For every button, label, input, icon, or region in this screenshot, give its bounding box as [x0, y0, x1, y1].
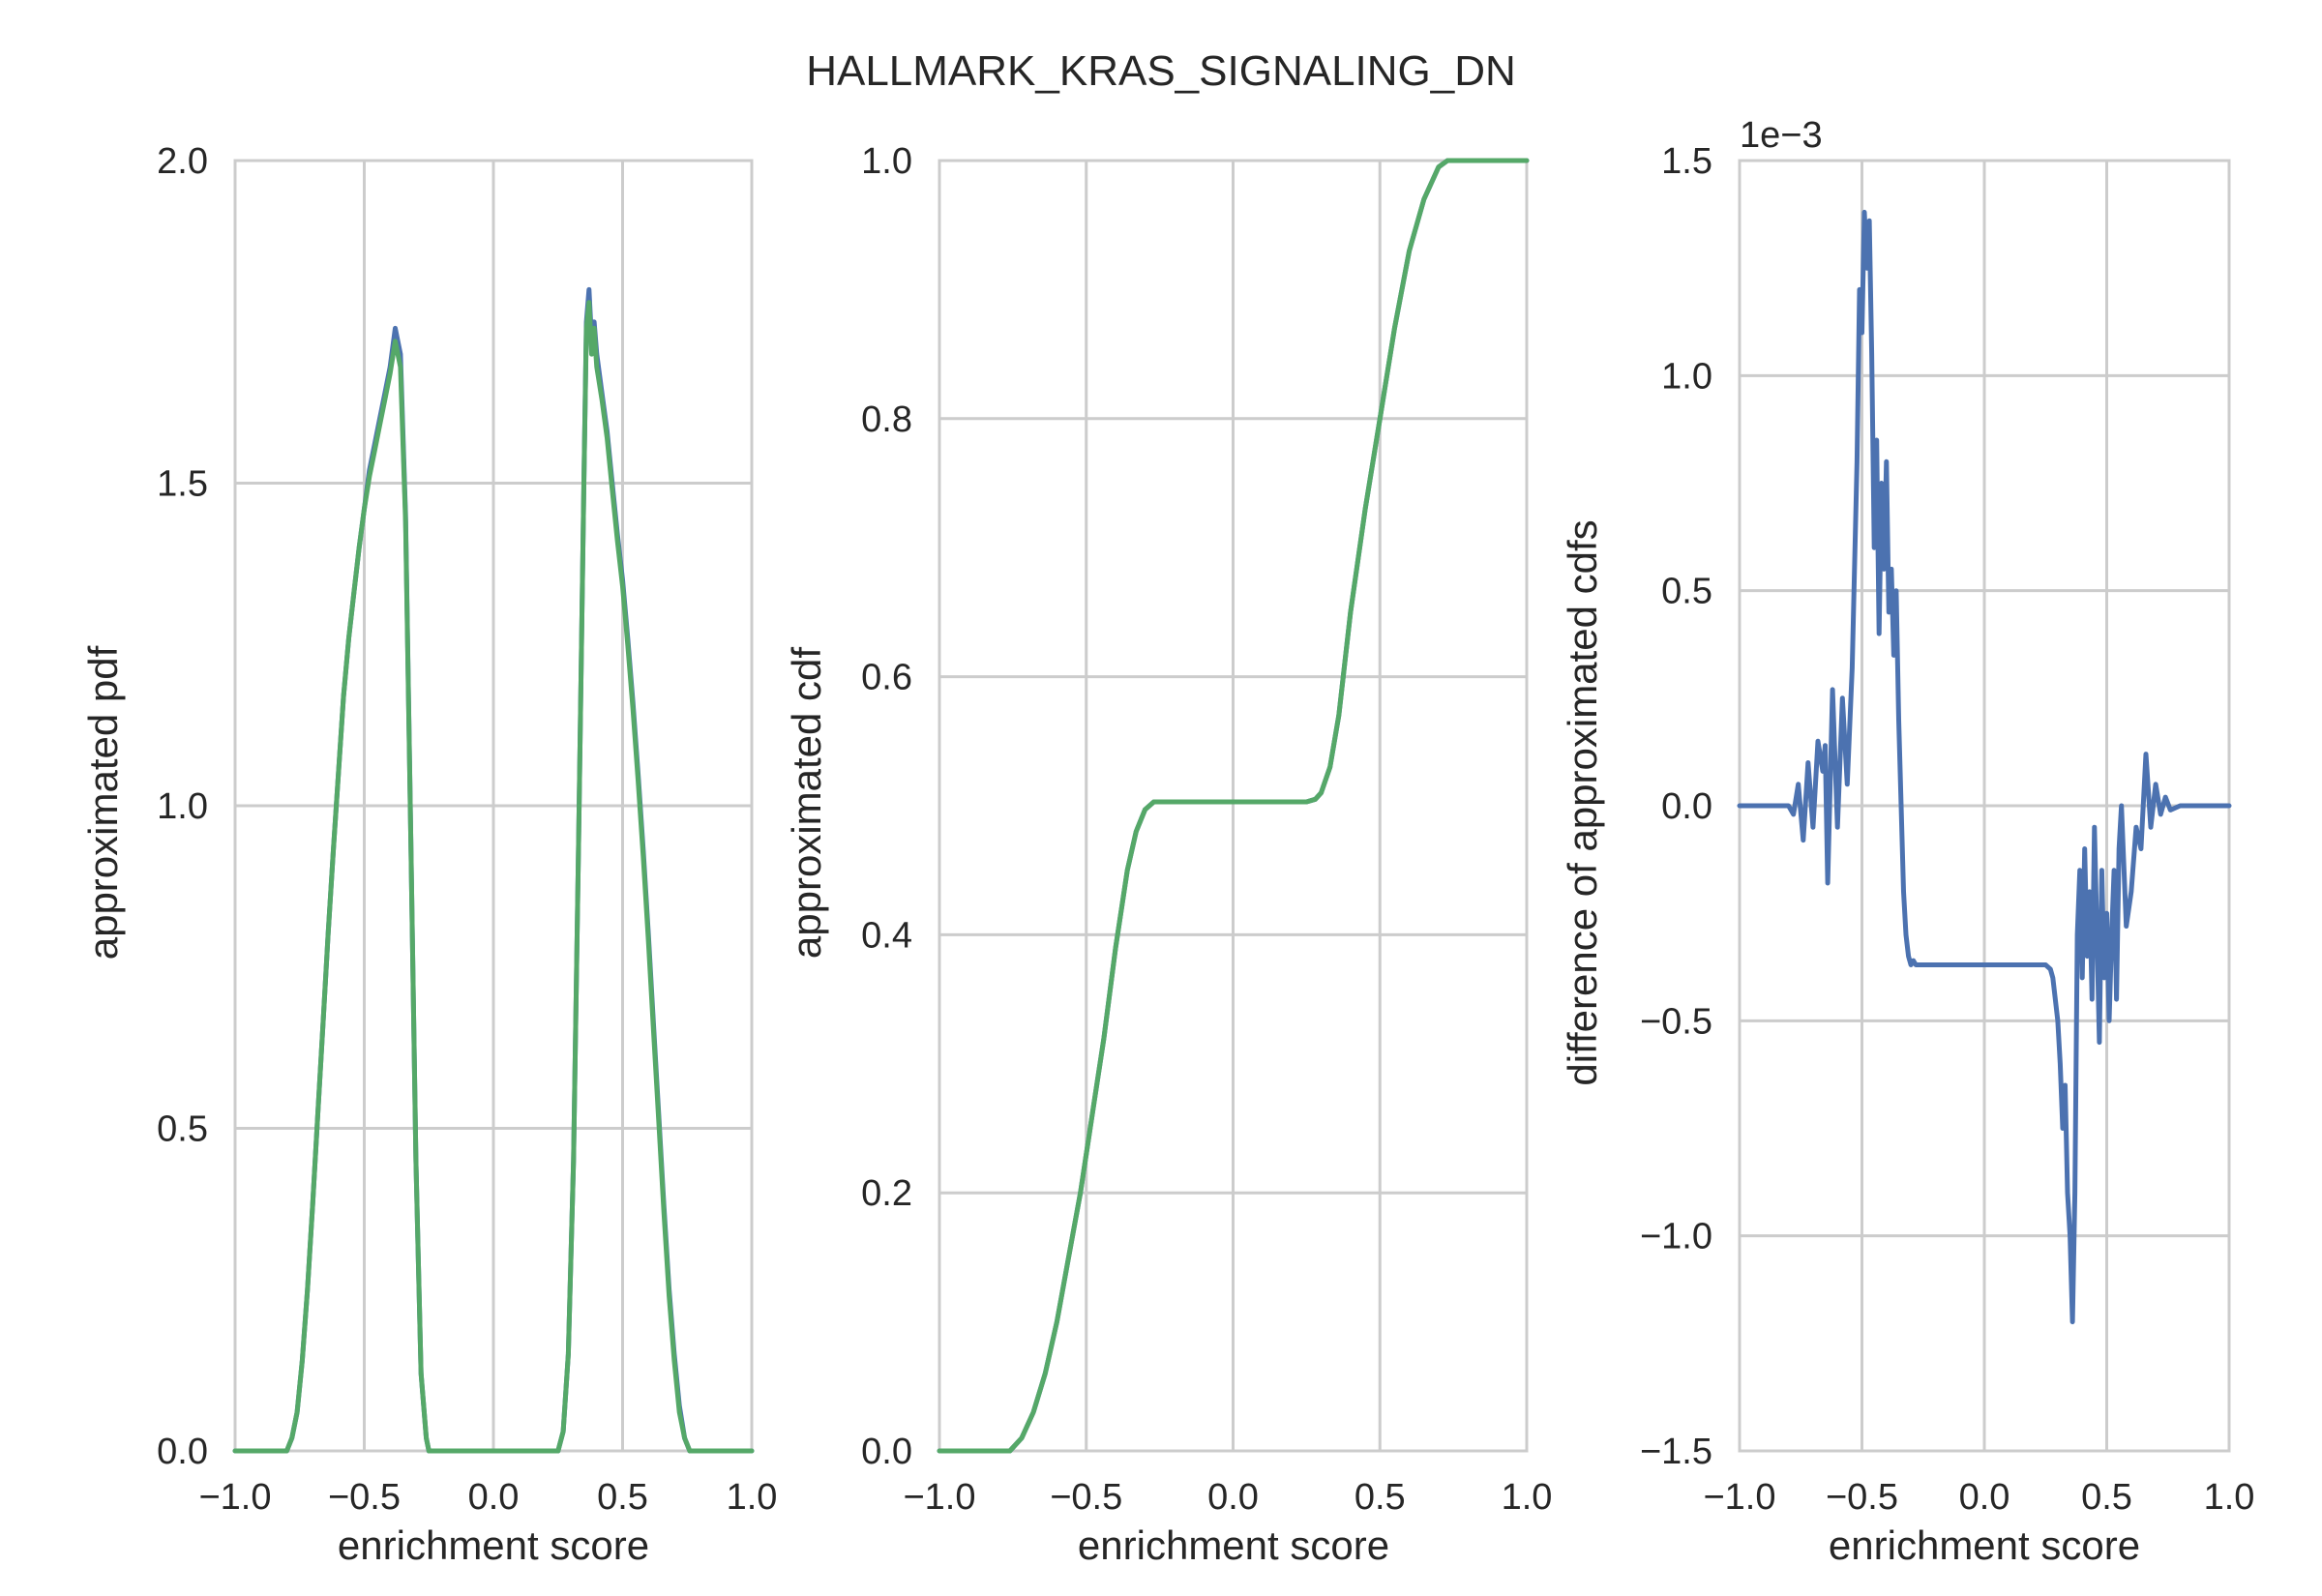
- pdf-y-tick-label: 1.0: [157, 786, 208, 827]
- cdf-y-tick-label: 0.8: [861, 399, 912, 440]
- pdf-series-line-2: [232, 300, 755, 1454]
- cdf-y-tick-label: 0.6: [861, 658, 912, 698]
- difference-x-tick-label: 0.0: [1959, 1477, 2010, 1518]
- difference-x-tick-label: 0.5: [2081, 1477, 2132, 1518]
- pdf-x-tick-label: 0.5: [597, 1477, 648, 1518]
- pdf-y-axis-label: approximated pdf: [80, 645, 126, 960]
- difference-y-tick-label: 1.0: [1661, 356, 1712, 397]
- cdf-y-tick-label: 1.0: [861, 141, 912, 182]
- cdf-x-tick-label: 1.0: [1502, 1477, 1553, 1518]
- pdf-x-tick-label: −1.0: [198, 1477, 271, 1518]
- difference-y-tick-label: 1.5: [1661, 141, 1712, 182]
- figure-title: HALLMARK_KRAS_SIGNALING_DN: [806, 47, 1516, 95]
- offset-text: 1e−3: [1740, 115, 1823, 156]
- pdf-y-tick-label: 1.5: [157, 464, 208, 505]
- difference-x-tick-label: 1.0: [2204, 1477, 2255, 1518]
- difference-x-axis-label: enrichment score: [1829, 1522, 2140, 1568]
- cdf-difference-panel: enrichment score difference of approxima…: [1560, 115, 2254, 1568]
- pdf-y-tick-label: 0.0: [157, 1432, 208, 1472]
- pdf-x-tick-label: −0.5: [328, 1477, 401, 1518]
- difference-y-tick-label: −1.5: [1640, 1432, 1712, 1472]
- cdf-panel: enrichment score approximated cdf −1.0 −0…: [784, 141, 1552, 1568]
- pdf-x-axis-label: enrichment score: [338, 1522, 649, 1568]
- cdf-series-line-2: [937, 158, 1530, 1454]
- difference-y-tick-label: −0.5: [1640, 1001, 1712, 1042]
- cdf-x-tick-label: 0.5: [1354, 1477, 1406, 1518]
- cdf-y-tick-label: 0.0: [861, 1432, 912, 1472]
- cdf-y-tick-label: 0.4: [861, 915, 912, 956]
- cdf-axes-frame: [938, 159, 1529, 1453]
- cdf-x-tick-label: −1.0: [903, 1477, 975, 1518]
- pdf-x-tick-label: 0.0: [468, 1477, 520, 1518]
- cdf-x-axis-label: enrichment score: [1078, 1522, 1389, 1568]
- difference-y-axis-label: difference of approximated cdfs: [1560, 519, 1605, 1085]
- difference-x-tick-label: −1.0: [1703, 1477, 1775, 1518]
- pdf-y-tick-label: 0.5: [157, 1109, 208, 1150]
- difference-y-tick-label: −1.0: [1640, 1217, 1712, 1257]
- cdf-x-tick-label: −0.5: [1050, 1477, 1122, 1518]
- difference-series-line-1: [1737, 209, 2232, 1325]
- difference-x-tick-label: −0.5: [1826, 1477, 1898, 1518]
- pdf-panel: enrichment score approximated pdf −1.0 −0…: [80, 141, 777, 1568]
- pdf-x-tick-label: 1.0: [727, 1477, 778, 1518]
- difference-y-tick-label: 0.5: [1661, 572, 1712, 612]
- cdf-x-tick-label: 0.0: [1207, 1477, 1259, 1518]
- cdf-y-tick-label: 0.2: [861, 1173, 912, 1214]
- difference-y-tick-label: 0.0: [1661, 786, 1712, 827]
- pdf-y-tick-label: 2.0: [157, 141, 208, 182]
- cdf-y-axis-label: approximated cdf: [784, 647, 829, 960]
